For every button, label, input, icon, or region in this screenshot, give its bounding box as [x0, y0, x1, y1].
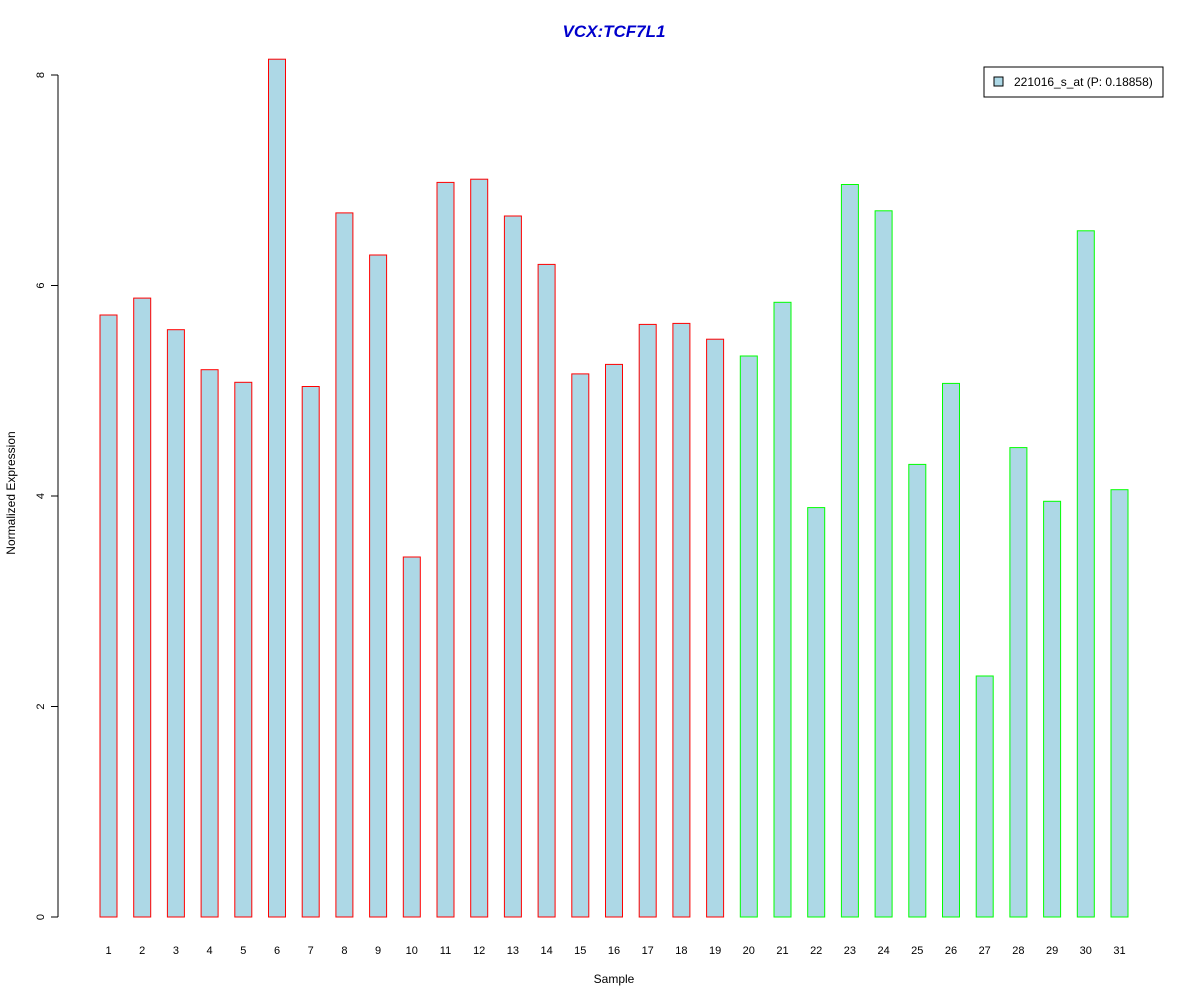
- x-axis-tick-labels: 1 2 3 4 5 6 7 8 9 10 11 12 13 14 15 16 17 18 19 20 21 22 23 24 2…: [105, 945, 1125, 957]
- bar-sample-27: [975, 675, 994, 918]
- bar-sample-31: [1110, 489, 1129, 918]
- bar-sample-10: [402, 556, 421, 918]
- bar-sample-22: [807, 507, 826, 918]
- x-tick-label: 25: [911, 945, 923, 957]
- x-axis-label: Sample: [594, 972, 635, 986]
- x-tick-label: 5: [240, 945, 246, 957]
- x-tick-label: 10: [406, 945, 418, 957]
- bar-sample-16: [605, 363, 623, 918]
- x-tick-label: 14: [540, 945, 552, 957]
- y-tick-label: 4: [35, 493, 47, 499]
- legend-label: 221016_s_at (P: 0.18858): [1014, 75, 1153, 89]
- x-tick-label: 6: [274, 945, 280, 957]
- x-tick-label: 21: [776, 945, 788, 957]
- bar-sample-12: [470, 178, 489, 918]
- bars-group: [99, 58, 1129, 918]
- x-tick-label: 8: [341, 945, 347, 957]
- bar-sample-11: [436, 181, 455, 918]
- bar-sample-5: [234, 381, 253, 918]
- y-tick-label: 8: [35, 72, 47, 78]
- x-tick-label: 13: [507, 945, 519, 957]
- bar-sample-25: [908, 463, 927, 918]
- x-tick-label: 18: [675, 945, 687, 957]
- bar-sample-13: [503, 215, 522, 918]
- bar-sample-3: [166, 329, 185, 918]
- y-tick-label: 6: [35, 282, 47, 288]
- x-tick-label: 23: [844, 945, 856, 957]
- bar-sample-20: [739, 355, 758, 918]
- bar-sample-17: [638, 323, 657, 918]
- bar-sample-19: [706, 338, 725, 918]
- bar-sample-21: [773, 301, 792, 918]
- y-axis: 0 2 4 6 8: [35, 72, 59, 920]
- x-tick-label: 9: [375, 945, 381, 957]
- bar-sample-26: [942, 382, 960, 918]
- x-tick-label: 20: [743, 945, 755, 957]
- bar-sample-28: [1009, 447, 1028, 918]
- x-tick-label: 28: [1012, 945, 1024, 957]
- legend: 221016_s_at (P: 0.18858): [983, 66, 1164, 98]
- bar-sample-29: [1043, 500, 1062, 918]
- x-tick-label: 16: [608, 945, 620, 957]
- x-tick-label: 11: [440, 945, 451, 957]
- x-tick-label: 26: [945, 945, 957, 957]
- legend-box: [983, 66, 1164, 98]
- x-tick-label: 17: [642, 945, 654, 957]
- x-tick-label: 4: [207, 945, 213, 957]
- x-tick-label: 15: [574, 945, 586, 957]
- y-axis-label: Normalized Expression: [4, 431, 18, 554]
- bar-sample-23: [840, 184, 859, 918]
- bar-sample-9: [369, 254, 388, 918]
- y-tick-label: 2: [35, 703, 47, 709]
- bar-sample-24: [874, 210, 893, 918]
- bar-sample-30: [1076, 230, 1095, 918]
- bar-sample-8: [335, 212, 354, 918]
- x-tick-label: 27: [979, 945, 991, 957]
- x-tick-label: 3: [173, 945, 179, 957]
- bar-sample-4: [200, 369, 219, 918]
- x-tick-label: 29: [1046, 945, 1058, 957]
- x-tick-label: 2: [139, 945, 145, 957]
- x-tick-label: 24: [877, 945, 889, 957]
- x-tick-label: 30: [1080, 945, 1092, 957]
- bar-sample-7: [301, 386, 320, 918]
- bar-sample-15: [571, 373, 590, 918]
- bar-sample-14: [537, 263, 556, 918]
- bar-sample-18: [672, 322, 691, 918]
- x-tick-label: 31: [1113, 945, 1125, 957]
- x-tick-label: 19: [709, 945, 721, 957]
- x-tick-label: 22: [810, 945, 822, 957]
- x-tick-label: 7: [308, 945, 314, 957]
- bar-sample-1: [99, 314, 118, 918]
- bar-sample-6: [268, 58, 286, 918]
- chart-title: VCX:TCF7L1: [563, 22, 666, 41]
- bar-sample-2: [133, 297, 152, 918]
- legend-swatch: [993, 76, 1004, 87]
- x-tick-label: 1: [105, 945, 111, 957]
- x-tick-label: 12: [473, 945, 485, 957]
- y-tick-label: 0: [35, 914, 47, 920]
